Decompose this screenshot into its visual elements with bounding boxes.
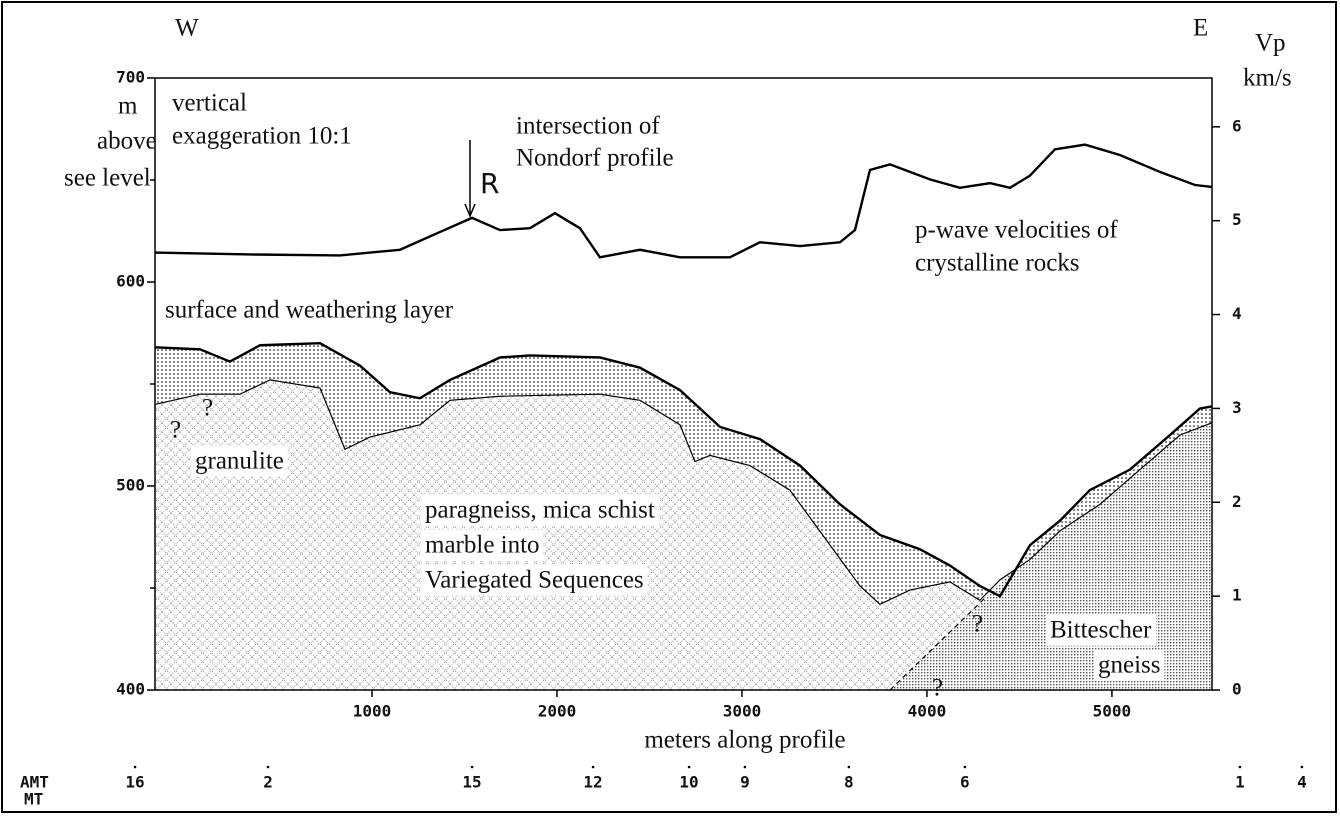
annotation: R [480, 167, 499, 200]
profile-line [154, 379, 1213, 606]
annotation: crystalline rocks [915, 250, 1080, 277]
annotation: intersection of [516, 113, 660, 140]
station-dot [1238, 765, 1242, 769]
y2-tick-label: 3 [1232, 398, 1242, 417]
station-label: 15 [462, 773, 481, 792]
annotation: Bittescher [1050, 617, 1152, 644]
station-label: 2 [263, 773, 273, 792]
annotation: ? [932, 675, 943, 702]
crystalline [155, 379, 1212, 690]
y2-tick-label: 0 [1232, 680, 1242, 699]
x-tick-label: 5000 [1093, 702, 1132, 721]
arrow-head [464, 203, 476, 218]
station-dot [591, 765, 595, 769]
station-label: 12 [583, 773, 602, 792]
label-background [1094, 649, 1165, 681]
y-label: m [118, 93, 138, 120]
annotation: paragneiss, mica schist [425, 497, 655, 524]
station-label: 10 [679, 773, 698, 792]
y-tick-label: 700 [116, 68, 145, 87]
annotation: surface and weathering layer [165, 297, 454, 324]
station-label: 16 [125, 773, 144, 792]
label-background [1046, 614, 1157, 646]
annotation: p-wave velocities of [915, 217, 1118, 244]
station-dot [1300, 765, 1304, 769]
station-dot [470, 765, 474, 769]
y2-tick-label: 5 [1232, 210, 1242, 229]
station-dot [743, 765, 747, 769]
y-tick-label: 600 [116, 272, 145, 291]
x-tick-label: 4000 [908, 702, 947, 721]
station-dot [266, 765, 270, 769]
station-dot [963, 765, 967, 769]
station-dot [847, 765, 851, 769]
station-dot [687, 765, 691, 769]
x-tick-label: 1000 [353, 702, 392, 721]
station-label: 6 [960, 773, 970, 792]
y-label: above [97, 128, 157, 155]
annotation: granulite [195, 448, 284, 475]
contact-line [889, 597, 986, 691]
annotation: ? [202, 395, 213, 422]
annotation: vertical [172, 90, 247, 117]
y-tick-label: 400 [116, 680, 145, 699]
y2-label: km/s [1243, 65, 1292, 92]
y2-tick-label: 4 [1232, 304, 1242, 323]
annotation: ? [972, 611, 983, 638]
station-row: AMT [20, 773, 49, 792]
station-dot [133, 765, 137, 769]
x-tick-label: 3000 [723, 702, 762, 721]
profile-line [154, 143, 1213, 259]
direction: E [1193, 15, 1208, 42]
station-label: 1 [1235, 773, 1245, 792]
y2-tick-label: 1 [1232, 586, 1242, 605]
station-label: 9 [740, 773, 750, 792]
annotation: exaggeration 10:1 [172, 123, 352, 150]
label-background [421, 494, 659, 526]
station-row: MT [24, 790, 43, 809]
label-background [191, 445, 288, 477]
y-label: see level [64, 165, 151, 192]
annotation: gneiss [1098, 652, 1161, 679]
station-label: 8 [844, 773, 854, 792]
label-background [421, 529, 544, 561]
y2-tick-label: 6 [1232, 116, 1242, 135]
annotation: Variegated Sequences [425, 567, 644, 594]
label-background [421, 564, 648, 596]
y2-tick-label: 2 [1232, 492, 1242, 511]
y2-label: Vp [1255, 30, 1286, 57]
profile-line [154, 341, 1213, 598]
annotation: Nondorf profile [516, 145, 674, 172]
y-tick-label: 500 [116, 476, 145, 495]
fills [155, 343, 1212, 690]
x-tick-label: 2000 [538, 702, 577, 721]
x-label: meters along profile [644, 727, 845, 754]
direction: W [175, 15, 199, 42]
station-label: 4 [1297, 773, 1307, 792]
annotation: ? [170, 417, 181, 444]
annotation: marble into [425, 532, 540, 559]
